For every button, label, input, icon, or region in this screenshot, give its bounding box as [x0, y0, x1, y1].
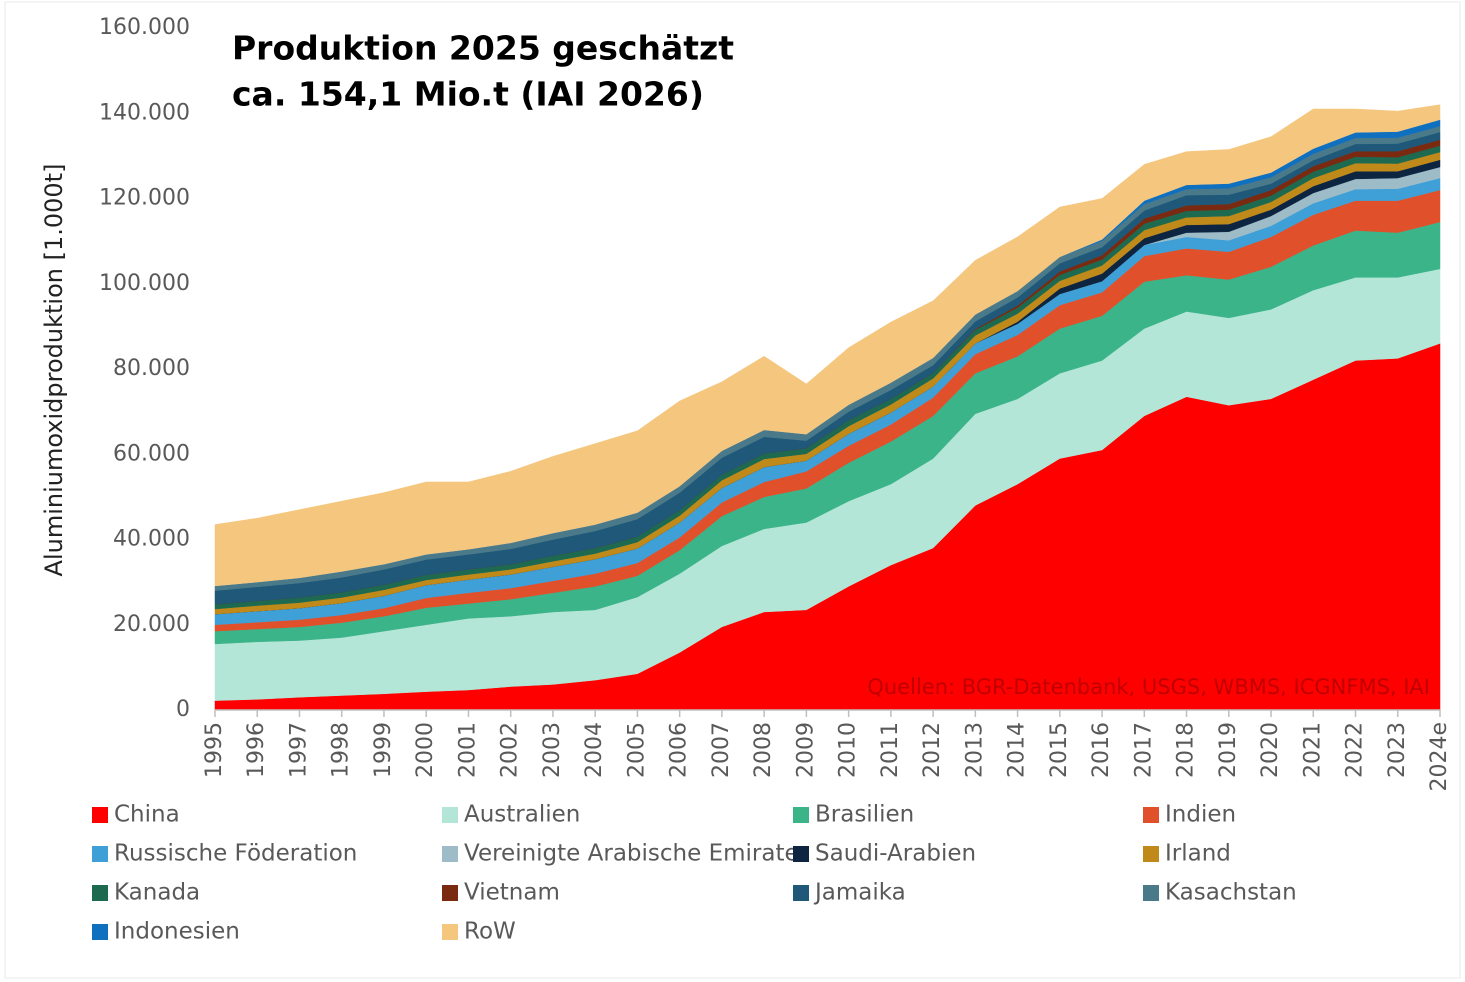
- x-tick-label: 2016: [1089, 722, 1114, 778]
- y-tick-label: 40.000: [113, 527, 190, 552]
- x-tick-label: 2003: [540, 722, 565, 778]
- legend-label: China: [114, 802, 180, 828]
- y-tick-label: 20.000: [113, 612, 190, 637]
- legend-label: Vereinigte Arabische Emirate: [464, 841, 799, 867]
- x-tick-label: 1995: [202, 722, 227, 778]
- legend-swatch: [793, 807, 809, 823]
- legend-swatch: [793, 846, 809, 862]
- x-tick-label: 2008: [751, 722, 776, 778]
- legend-swatch: [442, 846, 458, 862]
- x-tick-label: 2011: [878, 722, 903, 778]
- legend-label: Irland: [1165, 841, 1231, 867]
- x-tick-label: 2001: [455, 722, 480, 778]
- legend-swatch: [1143, 846, 1159, 862]
- legend-label: Indonesien: [114, 919, 240, 945]
- legend-swatch: [1143, 807, 1159, 823]
- y-tick-label: 140.000: [99, 100, 190, 125]
- y-tick-label: 0: [176, 697, 190, 722]
- legend-swatch: [92, 924, 108, 940]
- x-tick-label: 2009: [793, 722, 818, 778]
- x-tick-label: 2019: [1216, 722, 1241, 778]
- x-tick-label: 2006: [667, 722, 692, 778]
- x-tick-label: 2005: [624, 722, 649, 778]
- legend-swatch: [92, 846, 108, 862]
- x-tick-label: 1996: [244, 722, 269, 778]
- x-tick-label: 2015: [1047, 722, 1072, 778]
- frame: [4, 1, 1461, 979]
- x-tick-label: 2000: [413, 722, 438, 778]
- x-tick-label: 2017: [1131, 722, 1156, 778]
- x-tick-label: 2020: [1258, 722, 1283, 778]
- legend-label: Kanada: [114, 880, 200, 906]
- plot-area: [214, 104, 1441, 711]
- legend-swatch: [442, 885, 458, 901]
- y-tick-label: 160.000: [99, 15, 190, 40]
- y-axis-label: Aluminiumoxidproduktion [1.000t]: [40, 164, 68, 577]
- legend-label: Indien: [1165, 802, 1236, 828]
- x-tick-label: 2014: [1005, 722, 1030, 778]
- legend-swatch: [92, 807, 108, 823]
- legend-swatch: [1143, 885, 1159, 901]
- annotation: Produktion 2025 geschätzt: [232, 29, 734, 68]
- legend-swatch: [442, 807, 458, 823]
- legend-swatch: [92, 885, 108, 901]
- x-tick-label: 2021: [1300, 722, 1325, 778]
- y-tick-label: 100.000: [99, 271, 190, 296]
- x-tick-label: 2004: [582, 722, 607, 778]
- x-tick-label: 2022: [1343, 722, 1368, 778]
- x-tick-label: 2010: [836, 722, 861, 778]
- x-tick-label: 2024e: [1427, 722, 1452, 792]
- y-tick-label: 60.000: [113, 441, 190, 466]
- x-tick-label: 2007: [709, 722, 734, 778]
- x-tick-label: 2002: [498, 722, 523, 778]
- x-tick-label: 2023: [1385, 722, 1410, 778]
- source-note: Quellen: BGR-Datenbank, USGS, WBMS, ICGN…: [867, 675, 1430, 699]
- x-tick-label: 1997: [286, 722, 311, 778]
- x-tick-label: 1998: [329, 722, 354, 778]
- annotation: ca. 154,1 Mio.t (IAI 2026): [232, 75, 704, 114]
- legend-label: Russische Föderation: [114, 841, 357, 867]
- legend-label: Saudi-Arabien: [815, 841, 976, 867]
- x-tick-label: 2013: [962, 722, 987, 778]
- y-tick-label: 80.000: [113, 356, 190, 381]
- y-tick-label: 120.000: [99, 186, 190, 211]
- legend-swatch: [793, 885, 809, 901]
- x-tick-label: 1999: [371, 722, 396, 778]
- x-tick-label: 2012: [920, 722, 945, 778]
- legend-label: Vietnam: [464, 880, 560, 906]
- area: [214, 104, 1441, 587]
- legend-label: RoW: [464, 919, 516, 945]
- legend-label: Kasachstan: [1165, 880, 1297, 906]
- legend-swatch: [442, 924, 458, 940]
- legend-label: Brasilien: [815, 802, 914, 828]
- legend-label: Australien: [464, 802, 580, 828]
- x-tick-label: 2018: [1174, 722, 1199, 778]
- legend-label: Jamaika: [813, 880, 906, 906]
